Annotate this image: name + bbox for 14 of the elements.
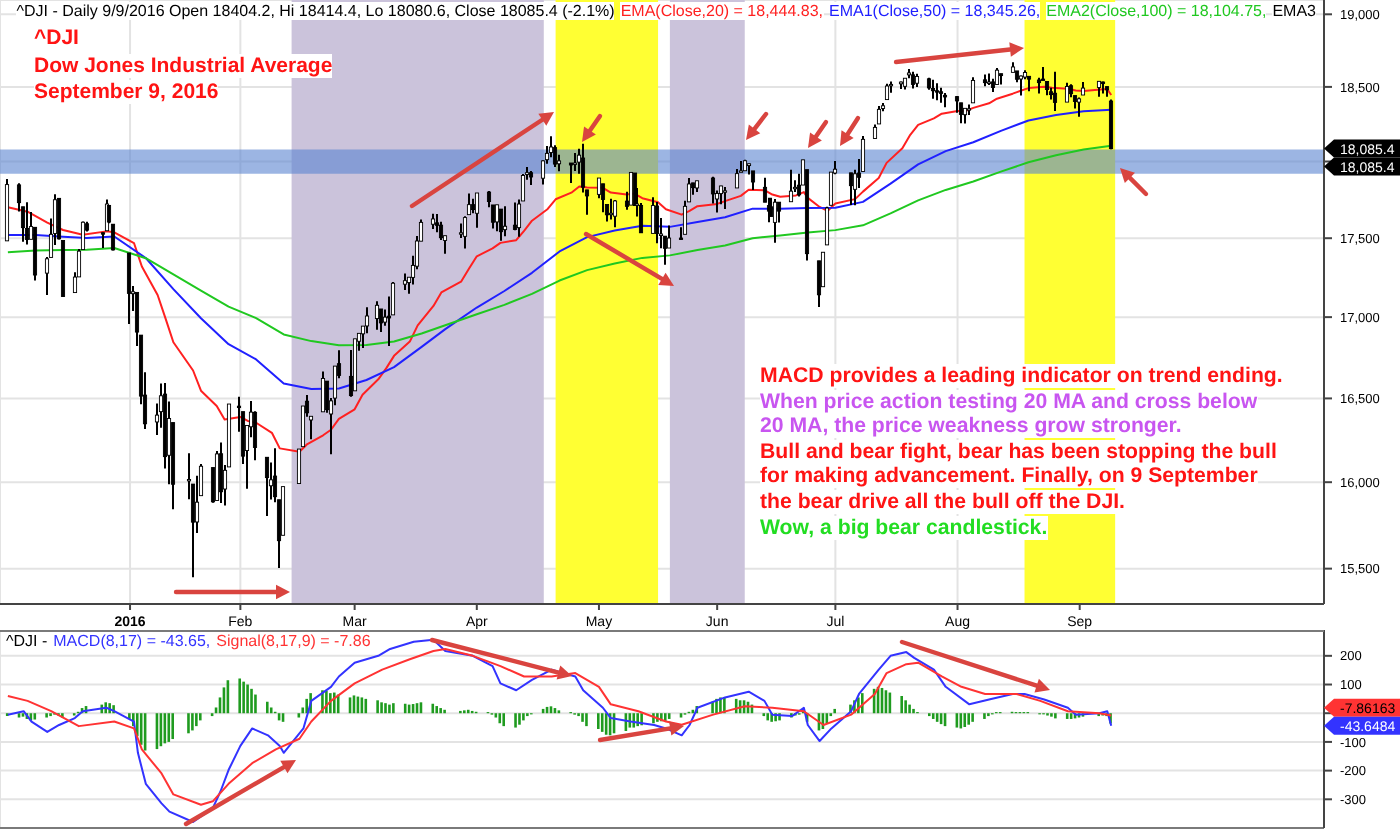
annotation: EMA3 bbox=[1272, 2, 1316, 20]
text: EMA1(Close,50) = 18,345.26, bbox=[829, 2, 1041, 20]
annotation: Bull and bear fight, bear has been stopping the bull for making advancement. Finally, on 9 September the bear drive all the bull off the DJI. bbox=[760, 439, 1277, 514]
text: ^DJI bbox=[34, 26, 79, 50]
series-label: Signal(8,17,9) = -7.86 bbox=[216, 632, 371, 650]
text: EMA2(Close,100) = 18,104.75, bbox=[1046, 2, 1267, 20]
annotation: MACD provides a leading indicator on trend ending. bbox=[760, 364, 1283, 388]
annotation: Wow, a big bear candlestick. bbox=[760, 515, 1048, 540]
text: Dow Jones Industrial Average September 9, 2016 bbox=[34, 53, 333, 104]
text: EMA(Close,20) = 18,444.83, bbox=[620, 2, 823, 20]
annotation: ^DJI - Daily 9/9/2016 Open 18404.2, Hi 18414.4, Lo 18080.6, Close 18085.4 (-2.1%) bbox=[16, 2, 615, 20]
text: MACD(8,17) = -43.65, bbox=[53, 632, 211, 650]
annotation: When price action testing 20 MA and cross below 20 MA, the price weakness grow stronger. bbox=[760, 389, 1258, 439]
annotation: ^DJI - bbox=[6, 632, 48, 650]
